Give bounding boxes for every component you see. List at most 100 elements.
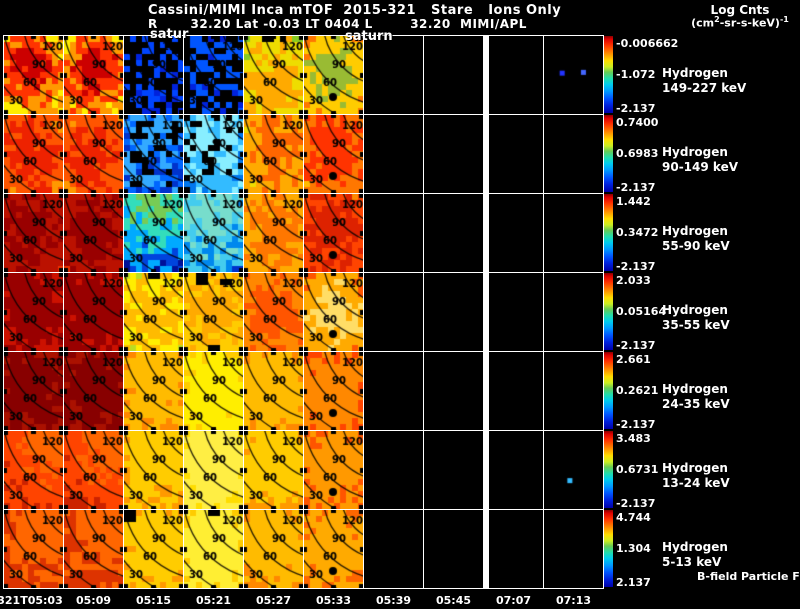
colorbar-row2: [604, 115, 613, 192]
cb-min-row2: -2.137: [616, 181, 656, 194]
fov-panel-r1c8: [424, 36, 483, 114]
cb-min-row4: -2.137: [616, 339, 656, 352]
fov-panel-r6c3: [124, 431, 183, 509]
fov-panel-r2c10: [544, 115, 603, 193]
fov-panel-r6c2: [64, 431, 123, 509]
time-tick-8: 05:45: [435, 594, 471, 607]
fov-panel-r2c4: [184, 115, 243, 193]
species-row2: Hydrogen: [662, 145, 728, 159]
fov-panel-r5c6: [304, 352, 363, 430]
fov-panel-r3c5: [244, 194, 303, 272]
fov-panel-r6c9: [484, 431, 543, 509]
plot-title: Cassini/MIMI Inca mTOF 2015-321 Stare Io…: [148, 3, 562, 18]
unit-mid: -sr-s-keV): [719, 16, 780, 30]
fov-panel-r4c3: [124, 273, 183, 351]
energy-row1: 149-227 keV: [662, 81, 747, 95]
fov-panel-r1c7: [364, 36, 423, 114]
cb-max-row7: 4.744: [616, 511, 651, 524]
fov-panel-r4c10: [544, 273, 603, 351]
species-row6: Hydrogen: [662, 461, 728, 475]
fov-panel-r3c3: [124, 194, 183, 272]
unit-open: (cm: [691, 16, 715, 30]
time-tick-6: 05:33: [315, 594, 351, 607]
time-tick-5: 05:27: [255, 594, 291, 607]
cb-mid-row4: 0.05164: [616, 305, 667, 318]
fov-panel-r2c1: [4, 115, 63, 193]
fov-panel-r3c4: [184, 194, 243, 272]
energy-row2: 90-149 keV: [662, 160, 738, 174]
fov-panel-r4c6: [304, 273, 363, 351]
fov-panel-r2c7: [364, 115, 423, 193]
fov-panel-r5c5: [244, 352, 303, 430]
unit-sup-inv: -1: [779, 15, 789, 24]
cb-mid-row3: 0.3472: [616, 226, 659, 239]
fov-panel-r1c6: [304, 36, 363, 114]
cb-max-row6: 3.483: [616, 432, 651, 445]
fov-panel-r5c3: [124, 352, 183, 430]
fov-panel-r7c1: [4, 510, 63, 588]
species-row1: Hydrogen: [662, 66, 728, 80]
energy-row6: 13-24 keV: [662, 476, 730, 490]
cb-max-row3: 1.442: [616, 195, 651, 208]
cb-mid-row1: -1.072: [616, 68, 656, 81]
fov-panel-r6c6: [304, 431, 363, 509]
fov-panel-r1c2: [64, 36, 123, 114]
fov-panel-r2c9: [484, 115, 543, 193]
fov-panel-r6c8: [424, 431, 483, 509]
fov-panel-r3c8: [424, 194, 483, 272]
species-row4: Hydrogen: [662, 303, 728, 317]
fov-panel-r7c3: [124, 510, 183, 588]
energy-row4: 35-55 keV: [662, 318, 730, 332]
fov-panel-r2c8: [424, 115, 483, 193]
fov-panel-r1c4: [184, 36, 243, 114]
fov-panel-r7c2: [64, 510, 123, 588]
fov-panel-r4c9: [484, 273, 543, 351]
fov-panel-r1c5: [244, 36, 303, 114]
fov-panel-r5c9: [484, 352, 543, 430]
fov-panel-r5c1: [4, 352, 63, 430]
fov-panel-r3c2: [64, 194, 123, 272]
fov-panel-r1c9: [484, 36, 543, 114]
fov-panel-r7c7: [364, 510, 423, 588]
energy-row5: 24-35 keV: [662, 397, 730, 411]
fov-panel-r4c7: [364, 273, 423, 351]
time-tick-10: 07:13: [555, 594, 591, 607]
cb-mid-row2: 0.6983: [616, 147, 659, 160]
cb-min-row7: 2.137: [616, 576, 651, 589]
fov-panel-r5c8: [424, 352, 483, 430]
fov-panel-r7c8: [424, 510, 483, 588]
colorbar-units: (cm2-sr-s-keV)-1: [665, 15, 800, 30]
time-tick-9: 07:07: [495, 594, 531, 607]
fov-panel-r5c4: [184, 352, 243, 430]
species-row7: Hydrogen: [662, 540, 728, 554]
colorbar-row5: [604, 352, 613, 429]
fov-panel-r5c7: [364, 352, 423, 430]
fov-panel-r2c6: [304, 115, 363, 193]
saturn-label: saturn: [345, 29, 393, 44]
fov-panel-r4c2: [64, 273, 123, 351]
fov-panel-r1c10: [544, 36, 603, 114]
fov-panel-r7c5: [244, 510, 303, 588]
fov-panel-r6c5: [244, 431, 303, 509]
panel-grid: [3, 35, 604, 589]
fov-panel-r2c2: [64, 115, 123, 193]
time-tick-7: 05:39: [375, 594, 411, 607]
cb-max-row2: 0.7400: [616, 116, 659, 129]
cb-min-row3: -2.137: [616, 260, 656, 273]
time-tick-3: 05:15: [135, 594, 171, 607]
fov-panel-r3c1: [4, 194, 63, 272]
fov-panel-r6c4: [184, 431, 243, 509]
colorbar-row4: [604, 273, 613, 350]
plot-subtitle: R 32.20 Lat -0.03 LT 0404 L 32.20 MIMI/A…: [148, 17, 527, 31]
colorbar-row6: [604, 431, 613, 508]
fov-panel-r3c9: [484, 194, 543, 272]
fov-panel-r7c6: [304, 510, 363, 588]
time-tick-2: 05:09: [75, 594, 111, 607]
fov-panel-r2c5: [244, 115, 303, 193]
fov-panel-r5c10: [544, 352, 603, 430]
fov-panel-r3c10: [544, 194, 603, 272]
fov-panel-r7c10: [544, 510, 603, 588]
fov-panel-r6c7: [364, 431, 423, 509]
fov-panel-r4c4: [184, 273, 243, 351]
